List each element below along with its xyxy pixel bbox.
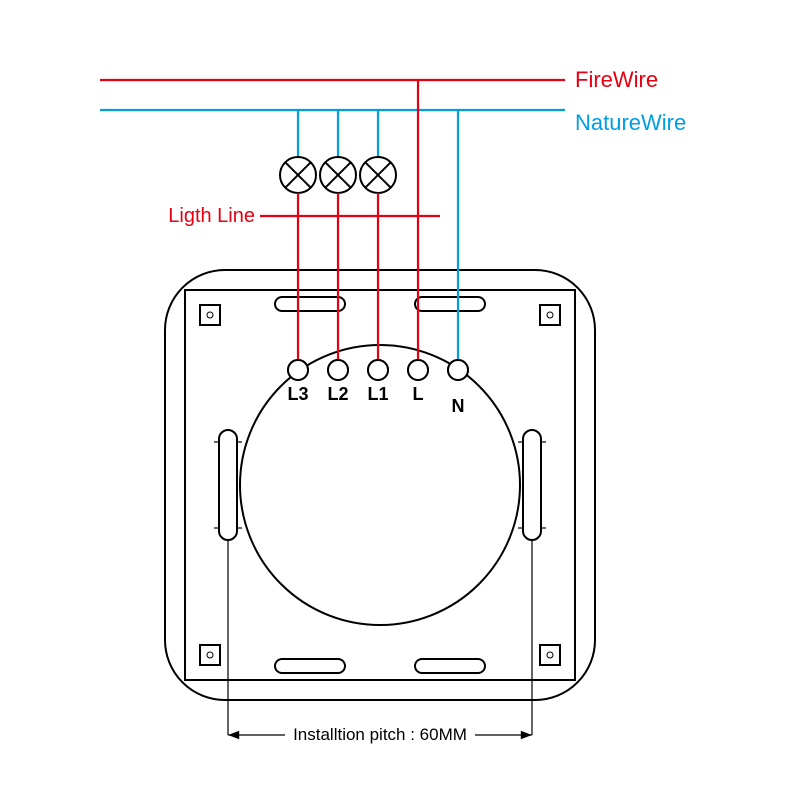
firewire-label: FireWire [575, 67, 658, 92]
dim-arrow [521, 731, 532, 739]
terminal-label-0: L3 [287, 384, 308, 404]
install-label: Installtion pitch : 60MM [293, 725, 467, 744]
lightline-label: Ligth Line [168, 205, 255, 227]
terminal-label-3: L [413, 384, 424, 404]
wiring-diagram: FireWire NatureWire Ligth Line L3 L2 L1 L N Inst… [0, 0, 800, 800]
terminal-label-1: L2 [327, 384, 348, 404]
dim-arrow [228, 731, 239, 739]
naturewire-label: NatureWire [575, 110, 686, 135]
terminal-label-4: N [452, 396, 465, 416]
switch-plate-outer [165, 270, 595, 700]
terminal-label-2: L1 [367, 384, 388, 404]
